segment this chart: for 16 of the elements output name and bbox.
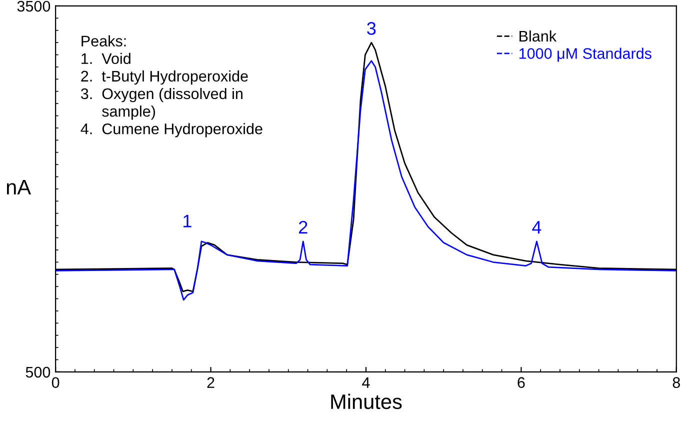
x-tick-label: 0 [52,377,60,388]
y-tick-label: 3500 [17,0,50,12]
x-tick-label: 4 [362,377,370,388]
annotation: 3 [367,22,376,35]
y-tick-label: 500 [26,366,50,378]
x-tick-label: 2 [207,377,214,388]
x-tick-label: 6 [518,377,525,388]
legend-label: Blank [520,30,557,42]
y-axis-title: nA [6,180,32,194]
legend-label: 1000 μM Standards [519,48,652,62]
annotation: Peaks: 1. Void 2. t-Butyl Hydroperoxide 3. Oxygen (dissolved in sample) 4. Cumene Hydroperoxide [80,35,262,138]
annotation: 4 [532,221,542,234]
annotation: 1 [184,214,192,228]
annotation: 2 [299,220,308,234]
x-tick-label: 8 [672,377,680,388]
x-axis-title: Minutes [331,394,402,410]
